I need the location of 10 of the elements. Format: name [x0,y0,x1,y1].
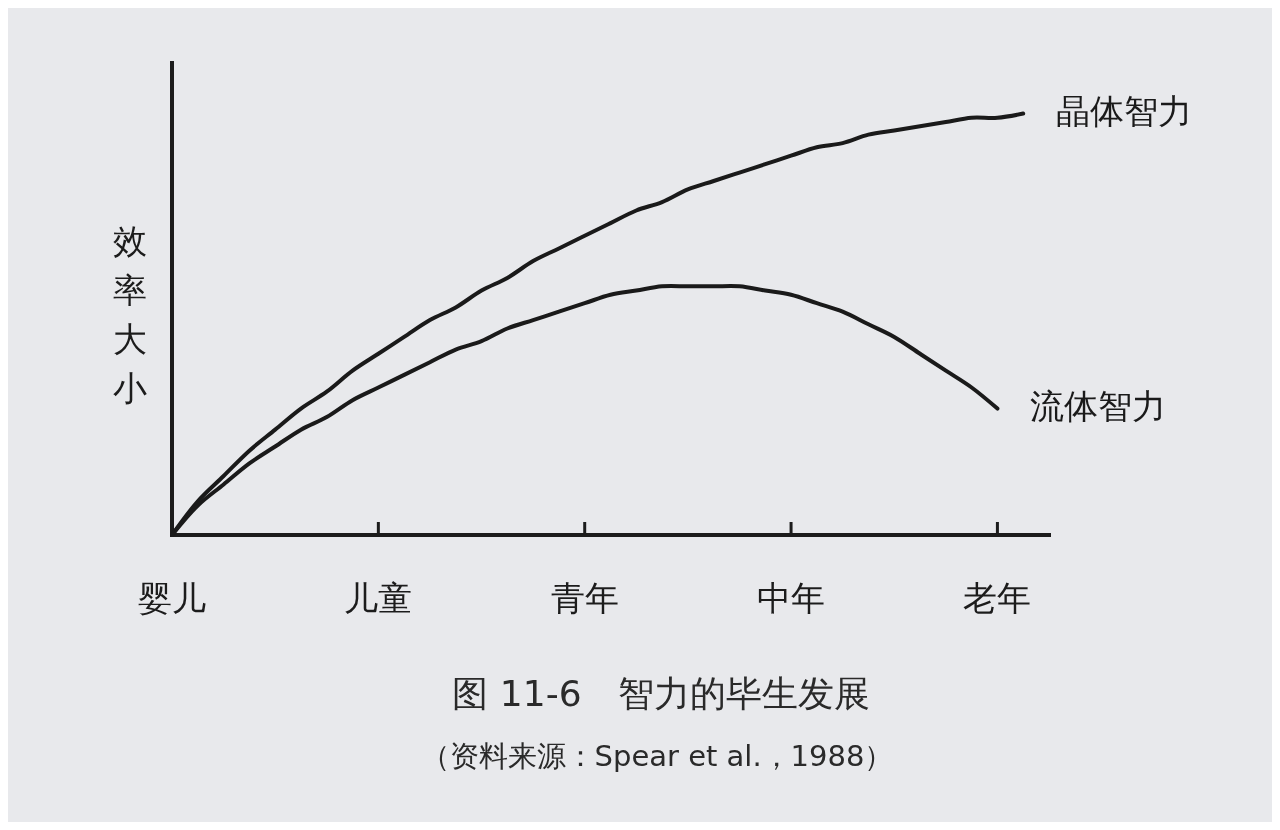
text: 图 11-6 智力的毕生发展 [452,673,870,714]
x-tick-label: 婴儿 [138,578,206,618]
x-tick-label: 老年 [963,578,1032,618]
x-tick-label: 中年 [757,578,826,618]
x-tick-label: 儿童 [344,578,413,618]
y-axis-title: 效率大小 [113,221,147,408]
series-label: 晶体智力 [1056,91,1193,132]
text: （资料来源：Spear et al.，1988） [420,739,894,773]
x-tick-label: 青年 [550,578,619,618]
series-label: 流体智力 [1030,386,1167,427]
